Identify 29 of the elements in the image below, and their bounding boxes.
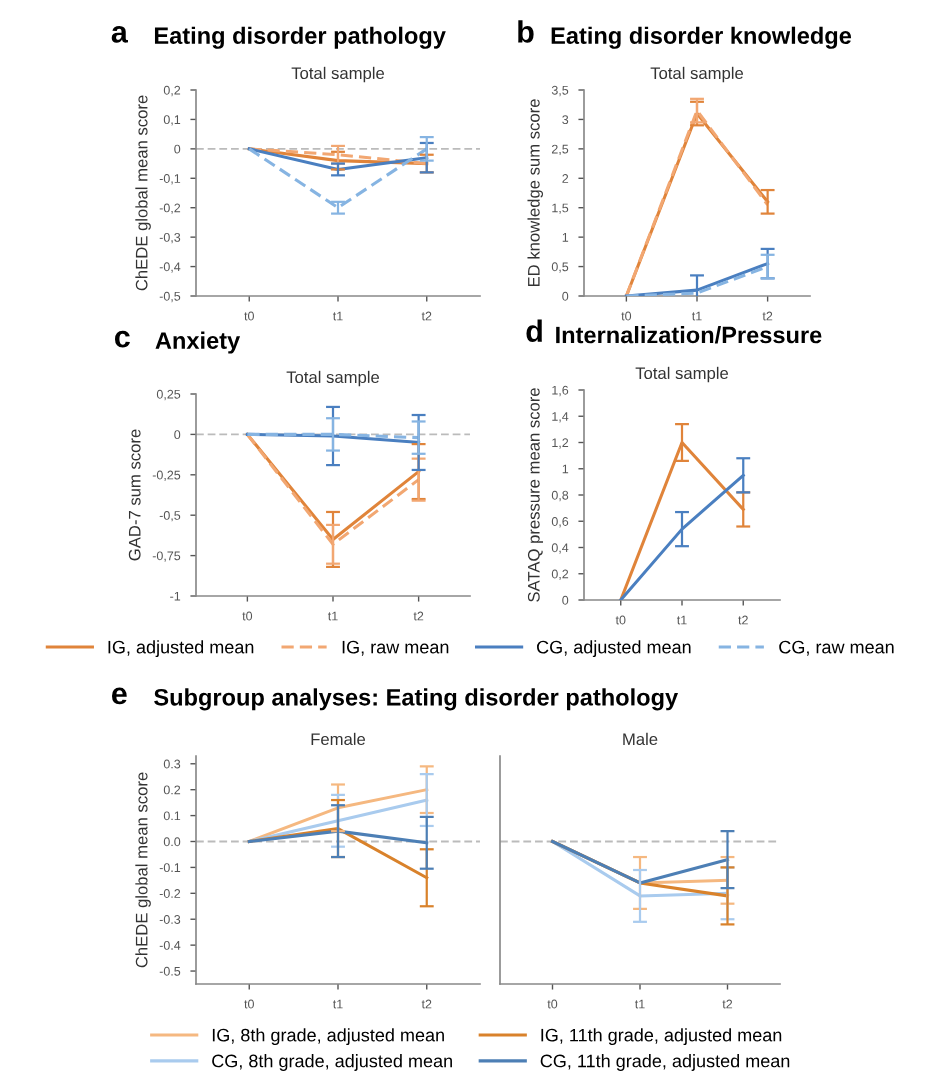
legend-label: CG, raw mean: [779, 640, 894, 656]
text: c: [114, 330, 130, 348]
legend-label: IG, raw mean: [342, 640, 449, 656]
y-axis-title: GAD-7 sum score: [128, 429, 141, 561]
y-axis-title: ED knowledge sum score: [527, 99, 544, 287]
y-axis-title: SATAQ pressure mean score: [527, 388, 544, 602]
chart-subtitle: Total sample: [635, 366, 729, 383]
y-axis-title: ChEDE global mean score: [135, 95, 151, 291]
chart-subtitle: Female: [311, 732, 366, 746]
legend-label: IG, 8th grade, adjusted mean: [212, 1028, 444, 1046]
chart-subtitle: Male: [623, 732, 658, 746]
chart-subtitle: Total sample: [650, 66, 744, 83]
text: d: [526, 319, 542, 342]
text: e: [111, 687, 127, 705]
legend-label: CG, 11th grade, adjusted mean: [540, 1054, 790, 1071]
chart-title: Subgroup analyses: Eating disorder pathology: [154, 688, 679, 711]
chart-title: Eating disorder knowledge: [551, 26, 852, 49]
chart-title: Internalization/Pressure: [556, 325, 822, 344]
text: a: [111, 26, 128, 43]
legend-label: IG, adjusted mean: [108, 640, 254, 658]
legend-label: IG, 11th grade, adjusted mean: [541, 1028, 782, 1046]
chart-subtitle: Total sample: [291, 66, 385, 83]
chart-title: Anxiety: [155, 331, 241, 354]
text: b: [518, 20, 534, 43]
y-axis-title: ChEDE global mean score: [135, 772, 151, 968]
legend-label: CG, adjusted mean: [537, 640, 691, 658]
chart-title: Eating disorder pathology: [154, 26, 446, 49]
legend-label: CG, 8th grade, adjusted mean: [212, 1054, 452, 1071]
chart-subtitle: Total sample: [286, 370, 380, 387]
